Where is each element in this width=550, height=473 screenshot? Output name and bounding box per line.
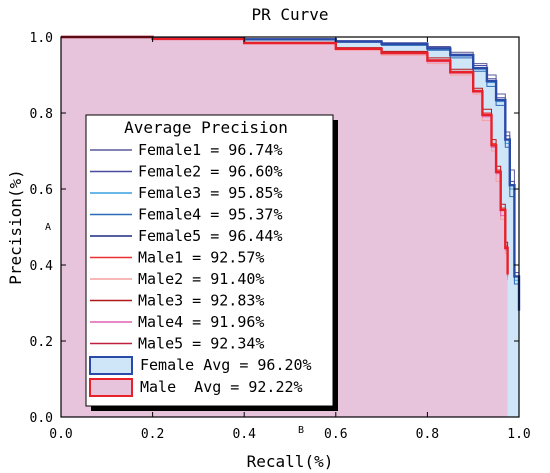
y-tick-label: 1.0 <box>30 31 53 46</box>
legend-item-male-avg: Male Avg = 92.22% <box>89 378 303 397</box>
legend-item-male5: Male5 = 92.34% <box>90 335 264 353</box>
legend: Average Precision Female1 = 96.74%Female… <box>85 114 338 411</box>
legend-item-male1-label: Male1 = 92.57% <box>138 249 264 267</box>
x-axis-ticks: 0.0 0.2 0.4 0.6 0.8 1.0 <box>49 37 531 442</box>
legend-items: Female1 = 96.74% Female2 = 96.60% Female3 … <box>89 141 312 397</box>
legend-item-male1: Male1 = 92.57% <box>90 249 264 267</box>
legend-item-male-avg-swatch <box>89 378 133 397</box>
legend-item-male5-label: Male5 = 92.34% <box>138 335 264 353</box>
y-tick-label: 0.6 <box>30 183 53 198</box>
legend-item-female4-label: Female4 = 95.37% <box>138 206 283 224</box>
plot-frame <box>60 36 520 418</box>
legend-title: Average Precision <box>124 118 288 137</box>
stray-label-a: A <box>45 222 51 233</box>
legend-item-male4: Male4 = 91.96% <box>90 313 264 331</box>
chart-title: PR Curve <box>251 5 328 24</box>
legend-item-female4: Female4 = 95.37% <box>90 206 283 224</box>
legend-item-female5-label: Female5 = 96.44% <box>138 227 283 245</box>
legend-item-female3: Female3 = 95.85% <box>90 184 283 202</box>
x-tick-label: 0.2 <box>141 427 164 442</box>
legend-item-female-avg-label: Female Avg = 96.20% <box>140 356 312 374</box>
legend-item-female1-label: Female1 = 96.74% <box>138 141 283 159</box>
legend-item-female-avg-swatch <box>89 356 133 375</box>
x-tick-label: 1.0 <box>507 427 530 442</box>
y-tick-label: 0.4 <box>30 259 54 274</box>
x-tick-label: 0.6 <box>324 427 347 442</box>
legend-item-female2: Female2 = 96.60% <box>90 163 283 181</box>
y-axis-ticks: 0.0 0.2 0.4 0.6 0.8 1.0 <box>30 31 519 426</box>
legend-item-female2-label: Female2 = 96.60% <box>138 163 283 181</box>
y-tick-label: 0.0 <box>30 411 53 426</box>
series-lines <box>61 35 521 311</box>
legend-item-male3-label: Male3 = 92.83% <box>138 292 264 310</box>
legend-item-female5: Female5 = 96.44% <box>90 227 283 245</box>
legend-item-female3-label: Female3 = 95.85% <box>138 184 283 202</box>
x-axis-label: Recall(%) <box>247 452 334 471</box>
x-tick-label: 0.8 <box>416 427 439 442</box>
y-tick-label: 0.2 <box>30 335 53 350</box>
legend-item-female1: Female1 = 96.74% <box>90 141 283 159</box>
legend-item-male4-label: Male4 = 91.96% <box>138 313 264 331</box>
legend-item-male2: Male2 = 91.40% <box>90 270 264 288</box>
legend-item-male3: Male3 = 92.83% <box>90 292 264 310</box>
x-tick-label: 0.4 <box>232 427 256 442</box>
legend-item-female-avg: Female Avg = 96.20% <box>89 356 312 375</box>
legend-item-male-avg-label: Male Avg = 92.22% <box>140 378 303 396</box>
x-tick-label: 0.0 <box>49 427 72 442</box>
series-line-female-avg <box>61 35 521 311</box>
y-axis-label: Precision(%) <box>6 169 25 285</box>
legend-item-male2-label: Male2 = 91.40% <box>138 270 264 288</box>
y-tick-label: 0.8 <box>30 107 53 122</box>
series-line-male-avg <box>61 35 509 275</box>
stray-label-b: B <box>298 425 304 436</box>
